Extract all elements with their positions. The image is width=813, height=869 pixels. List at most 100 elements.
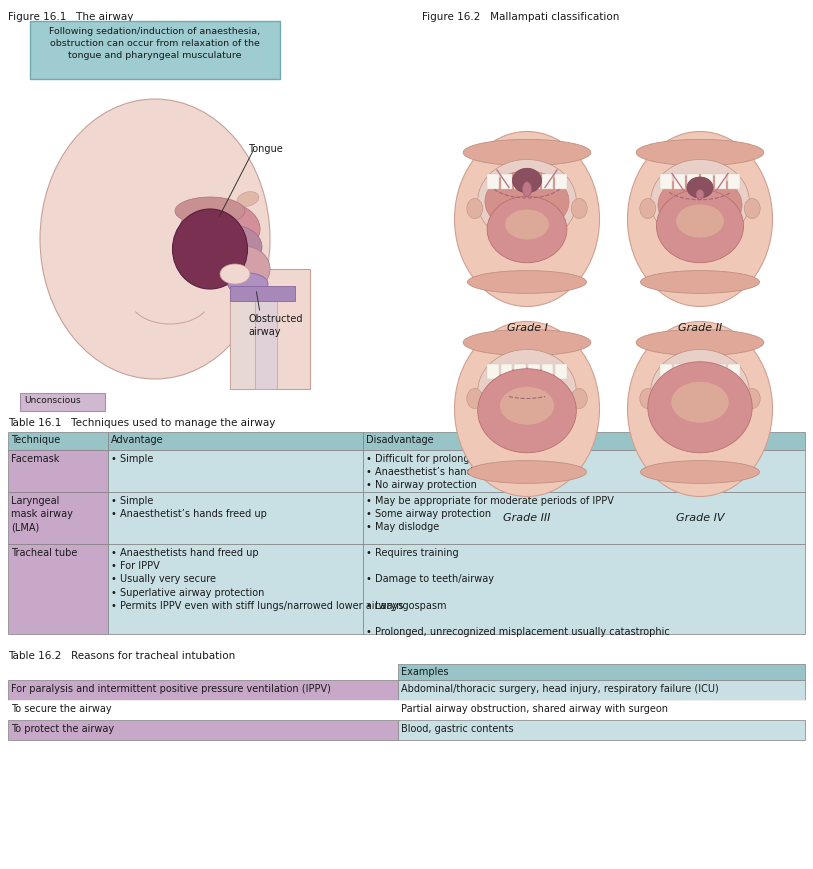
Bar <box>20 394 105 412</box>
Text: To secure the airway: To secure the airway <box>11 703 111 713</box>
Ellipse shape <box>640 389 656 409</box>
Ellipse shape <box>478 350 576 434</box>
Bar <box>728 175 740 190</box>
Bar <box>8 680 398 700</box>
Bar <box>8 493 108 544</box>
Ellipse shape <box>676 205 724 238</box>
Text: Facemask: Facemask <box>11 454 59 463</box>
Ellipse shape <box>641 461 759 484</box>
Ellipse shape <box>744 199 760 219</box>
Bar <box>30 22 280 80</box>
Bar <box>715 364 726 380</box>
Bar <box>528 364 540 380</box>
Text: • Simple
• Anaesthetist’s hands freed up: • Simple • Anaesthetist’s hands freed up <box>111 495 267 519</box>
Bar <box>688 364 699 380</box>
Bar <box>108 450 363 493</box>
Ellipse shape <box>512 169 541 194</box>
Ellipse shape <box>744 389 760 409</box>
Ellipse shape <box>220 265 250 285</box>
Bar <box>555 364 567 380</box>
Ellipse shape <box>658 176 742 236</box>
Bar <box>363 493 805 544</box>
Ellipse shape <box>454 132 599 307</box>
Bar <box>108 544 363 634</box>
Bar <box>515 175 526 190</box>
Bar <box>108 433 363 450</box>
Text: • May be appropriate for moderate periods of IPPV
• Some airway protection
• May: • May be appropriate for moderate period… <box>366 495 614 532</box>
Ellipse shape <box>628 132 772 307</box>
Bar <box>660 175 672 190</box>
Bar <box>363 433 805 450</box>
Ellipse shape <box>180 202 260 257</box>
Bar <box>515 364 526 380</box>
Ellipse shape <box>478 160 576 244</box>
Text: To protect the airway: To protect the airway <box>11 723 114 733</box>
Ellipse shape <box>637 330 763 356</box>
Bar <box>701 364 712 380</box>
Text: Tongue: Tongue <box>248 144 283 154</box>
Bar <box>555 175 567 190</box>
Text: Figure 16.2   Mallampati classification: Figure 16.2 Mallampati classification <box>422 12 620 22</box>
Text: Disadvantage: Disadvantage <box>366 434 433 444</box>
Bar <box>541 364 553 380</box>
Bar <box>528 175 540 190</box>
Ellipse shape <box>640 199 656 219</box>
Bar <box>728 364 740 380</box>
Bar <box>8 450 108 493</box>
Text: Obstructed
airway: Obstructed airway <box>248 314 302 337</box>
Ellipse shape <box>628 322 772 497</box>
Text: • Difficult for prolonged IPPV
• Anaesthetist’s hands occupied
• No airway prote: • Difficult for prolonged IPPV • Anaesth… <box>366 454 525 490</box>
Bar <box>688 175 699 190</box>
Bar <box>108 493 363 544</box>
Bar <box>398 680 805 700</box>
Ellipse shape <box>175 198 245 226</box>
Bar <box>674 364 685 380</box>
Bar <box>398 700 805 720</box>
Bar <box>488 364 499 380</box>
Bar <box>8 433 108 450</box>
Ellipse shape <box>220 247 270 292</box>
Bar <box>701 175 712 190</box>
Ellipse shape <box>648 362 752 454</box>
Text: Grade III: Grade III <box>503 513 550 522</box>
Ellipse shape <box>658 372 742 433</box>
Ellipse shape <box>637 140 763 167</box>
Ellipse shape <box>485 368 569 429</box>
Text: Grade IV: Grade IV <box>676 513 724 522</box>
Ellipse shape <box>572 389 587 409</box>
Ellipse shape <box>40 100 270 380</box>
Text: Laryngeal
mask airway
(LMA): Laryngeal mask airway (LMA) <box>11 495 73 532</box>
Bar <box>8 720 398 740</box>
Ellipse shape <box>467 461 586 484</box>
Ellipse shape <box>641 271 759 294</box>
Text: Following sedation/induction of anaesthesia,
obstruction can occur from relaxati: Following sedation/induction of anaesthe… <box>50 27 260 60</box>
Bar <box>488 175 499 190</box>
Ellipse shape <box>672 382 728 423</box>
Ellipse shape <box>505 210 549 240</box>
Ellipse shape <box>478 369 576 454</box>
Ellipse shape <box>572 199 587 219</box>
Text: Advantage: Advantage <box>111 434 163 444</box>
Text: Technique: Technique <box>11 434 60 444</box>
Ellipse shape <box>657 190 744 263</box>
Bar <box>501 364 512 380</box>
Text: Unconscious: Unconscious <box>24 395 80 405</box>
Bar <box>8 544 108 634</box>
Bar <box>230 249 260 389</box>
Text: Abdominal/thoracic surgery, head injury, respiratory failure (ICU): Abdominal/thoracic surgery, head injury,… <box>401 683 719 693</box>
Ellipse shape <box>523 182 532 197</box>
Bar <box>715 175 726 190</box>
Ellipse shape <box>463 140 591 167</box>
Ellipse shape <box>218 227 262 262</box>
Ellipse shape <box>237 192 259 207</box>
Text: Partial airway obstruction, shared airway with surgeon: Partial airway obstruction, shared airwa… <box>401 703 668 713</box>
Text: Blood, gastric contents: Blood, gastric contents <box>401 723 514 733</box>
Ellipse shape <box>454 322 599 497</box>
Ellipse shape <box>487 197 567 263</box>
Bar <box>398 720 805 740</box>
Bar <box>674 175 685 190</box>
Bar <box>541 175 553 190</box>
Bar <box>230 287 295 302</box>
Ellipse shape <box>172 209 247 289</box>
Ellipse shape <box>467 271 586 294</box>
